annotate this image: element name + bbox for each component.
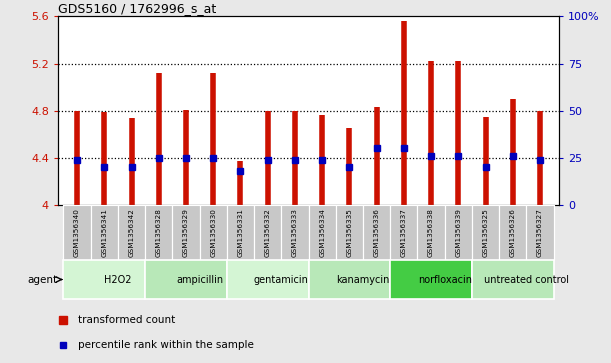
Text: kanamycin: kanamycin: [336, 274, 390, 285]
Text: GDS5160 / 1762996_s_at: GDS5160 / 1762996_s_at: [58, 2, 216, 15]
Bar: [145, 260, 227, 299]
Bar: [254, 205, 281, 260]
Text: gentamicin: gentamicin: [254, 274, 309, 285]
Text: GSM1356325: GSM1356325: [483, 208, 489, 257]
Text: GSM1356334: GSM1356334: [319, 208, 325, 257]
Text: GSM1356337: GSM1356337: [401, 208, 407, 257]
Bar: [499, 205, 527, 260]
Text: GSM1356341: GSM1356341: [101, 208, 108, 257]
Text: H2O2: H2O2: [104, 274, 132, 285]
Bar: [64, 260, 145, 299]
Bar: [309, 260, 390, 299]
Text: agent: agent: [27, 274, 57, 285]
Bar: [200, 205, 227, 260]
Bar: [390, 260, 472, 299]
Text: GSM1356339: GSM1356339: [455, 208, 461, 257]
Text: untreated control: untreated control: [484, 274, 569, 285]
Text: GSM1356331: GSM1356331: [238, 208, 243, 257]
Text: GSM1356333: GSM1356333: [292, 208, 298, 257]
Text: GSM1356329: GSM1356329: [183, 208, 189, 257]
Text: GSM1356338: GSM1356338: [428, 208, 434, 257]
Text: GSM1356330: GSM1356330: [210, 208, 216, 257]
Bar: [417, 205, 445, 260]
Text: GSM1356340: GSM1356340: [74, 208, 80, 257]
Bar: [281, 205, 309, 260]
Bar: [90, 205, 118, 260]
Bar: [390, 205, 417, 260]
Text: percentile rank within the sample: percentile rank within the sample: [78, 340, 254, 350]
Bar: [145, 205, 172, 260]
Bar: [118, 205, 145, 260]
Bar: [527, 205, 554, 260]
Text: transformed count: transformed count: [78, 315, 175, 326]
Bar: [309, 205, 336, 260]
Text: ampicillin: ampicillin: [176, 274, 223, 285]
Bar: [445, 205, 472, 260]
Text: GSM1356327: GSM1356327: [537, 208, 543, 257]
Text: GSM1356328: GSM1356328: [156, 208, 162, 257]
Bar: [227, 260, 309, 299]
Text: norfloxacin: norfloxacin: [418, 274, 472, 285]
Text: GSM1356336: GSM1356336: [374, 208, 379, 257]
Bar: [472, 260, 554, 299]
Bar: [64, 205, 90, 260]
Text: GSM1356326: GSM1356326: [510, 208, 516, 257]
Bar: [363, 205, 390, 260]
Text: GSM1356332: GSM1356332: [265, 208, 271, 257]
Bar: [472, 205, 499, 260]
Text: GSM1356342: GSM1356342: [128, 208, 134, 257]
Bar: [172, 205, 200, 260]
Bar: [336, 205, 363, 260]
Text: GSM1356335: GSM1356335: [346, 208, 353, 257]
Bar: [227, 205, 254, 260]
